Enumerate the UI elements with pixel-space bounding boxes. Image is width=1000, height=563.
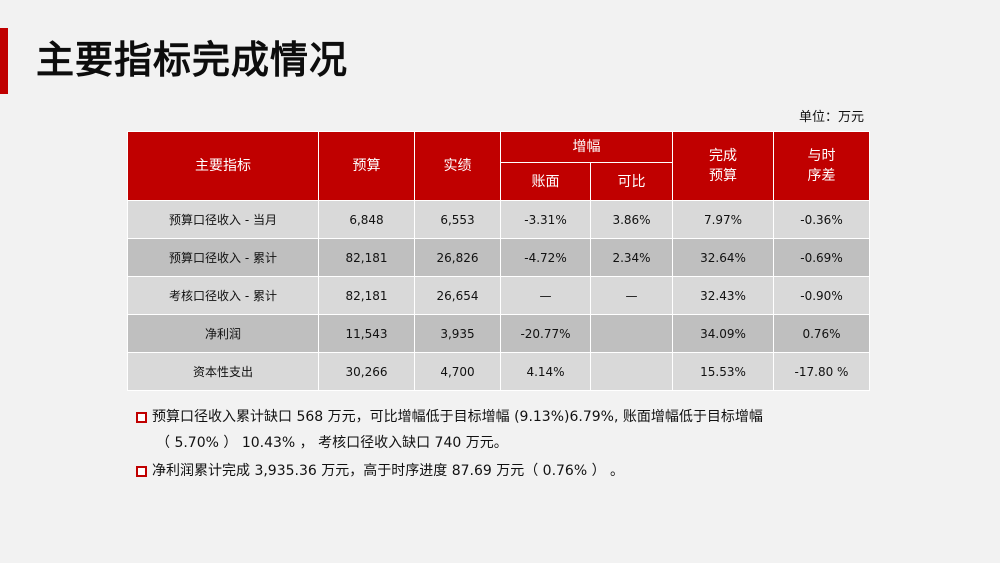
cell-metric: 预算口径收入 - 累计: [127, 238, 319, 277]
page-title: 主要指标完成情况: [36, 38, 349, 82]
table-row: 净利润 11,543 3,935 -20.77% 34.09% 0.76%: [127, 314, 870, 353]
cell-budget: 11,543: [318, 314, 415, 353]
header-actual: 实绩: [414, 131, 501, 201]
metrics-table: 主要指标 预算 实绩 增幅 完成 预算 与时 序差 账面 可比 预算口径收入 -…: [127, 131, 870, 391]
cell-metric: 考核口径收入 - 累计: [127, 276, 319, 315]
header-vs-time-line1: 与时: [807, 148, 836, 164]
cell-completion: 15.53%: [672, 352, 774, 391]
header-completion-line1: 完成: [709, 148, 737, 164]
cell-book: -3.31%: [500, 200, 591, 239]
title-accent-bar: [0, 28, 8, 94]
note-item: 预算口径收入累计缺口 568 万元，可比增幅低于目标增幅 (9.13%)6.79…: [136, 404, 816, 456]
cell-vs-time: 0.76%: [773, 314, 870, 353]
notes: 预算口径收入累计缺口 568 万元，可比增幅低于目标增幅 (9.13%)6.79…: [136, 404, 816, 484]
note-text: 预算口径收入累计缺口 568 万元，可比增幅低于目标增幅 (9.13%)6.79…: [152, 409, 763, 425]
cell-book: -20.77%: [500, 314, 591, 353]
cell-metric: 净利润: [127, 314, 319, 353]
cell-comparable: 3.86%: [590, 200, 673, 239]
cell-comparable: —: [590, 276, 673, 315]
cell-vs-time: -0.90%: [773, 276, 870, 315]
note-text: 净利润累计完成 3,935.36 万元，高于时序进度 87.69 万元（ 0.7…: [152, 463, 625, 479]
cell-book: 4.14%: [500, 352, 591, 391]
note-item: 净利润累计完成 3,935.36 万元，高于时序进度 87.69 万元（ 0.7…: [136, 458, 816, 484]
header-completion-line2: 预算: [709, 168, 737, 184]
table-row: 预算口径收入 - 当月 6,848 6,553 -3.31% 3.86% 7.9…: [127, 200, 870, 239]
header-completion: 完成 预算: [672, 131, 774, 201]
header-vs-time-line2: 序差: [807, 168, 836, 184]
cell-comparable: [590, 314, 673, 353]
cell-budget: 82,181: [318, 238, 415, 277]
cell-comparable: 2.34%: [590, 238, 673, 277]
square-bullet-icon: [136, 466, 147, 477]
cell-book: -4.72%: [500, 238, 591, 277]
cell-vs-time: -0.36%: [773, 200, 870, 239]
table-row: 资本性支出 30,266 4,700 4.14% 15.53% -17.80 %: [127, 352, 870, 391]
table-row: 考核口径收入 - 累计 82,181 26,654 — — 32.43% -0.…: [127, 276, 870, 315]
cell-vs-time: -17.80 %: [773, 352, 870, 391]
cell-completion: 7.97%: [672, 200, 774, 239]
header-budget: 预算: [318, 131, 415, 201]
cell-completion: 32.43%: [672, 276, 774, 315]
cell-metric: 资本性支出: [127, 352, 319, 391]
header-growth: 增幅: [500, 131, 673, 163]
note-text: （ 5.70% ） 10.43% ， 考核口径收入缺口 740 万元。: [156, 435, 508, 451]
cell-vs-time: -0.69%: [773, 238, 870, 277]
cell-budget: 6,848: [318, 200, 415, 239]
square-bullet-icon: [136, 412, 147, 423]
header-vs-time: 与时 序差: [773, 131, 870, 201]
cell-actual: 6,553: [414, 200, 501, 239]
cell-completion: 34.09%: [672, 314, 774, 353]
table-row: 预算口径收入 - 累计 82,181 26,826 -4.72% 2.34% 3…: [127, 238, 870, 277]
cell-completion: 32.64%: [672, 238, 774, 277]
header-growth-comparable: 可比: [590, 162, 673, 201]
header-growth-book: 账面: [500, 162, 591, 201]
cell-book: —: [500, 276, 591, 315]
cell-actual: 26,826: [414, 238, 501, 277]
header-metric: 主要指标: [127, 131, 319, 201]
unit-label: 单位：万元: [798, 110, 864, 125]
cell-budget: 30,266: [318, 352, 415, 391]
cell-metric: 预算口径收入 - 当月: [127, 200, 319, 239]
cell-comparable: [590, 352, 673, 391]
cell-actual: 4,700: [414, 352, 501, 391]
cell-budget: 82,181: [318, 276, 415, 315]
cell-actual: 26,654: [414, 276, 501, 315]
cell-actual: 3,935: [414, 314, 501, 353]
